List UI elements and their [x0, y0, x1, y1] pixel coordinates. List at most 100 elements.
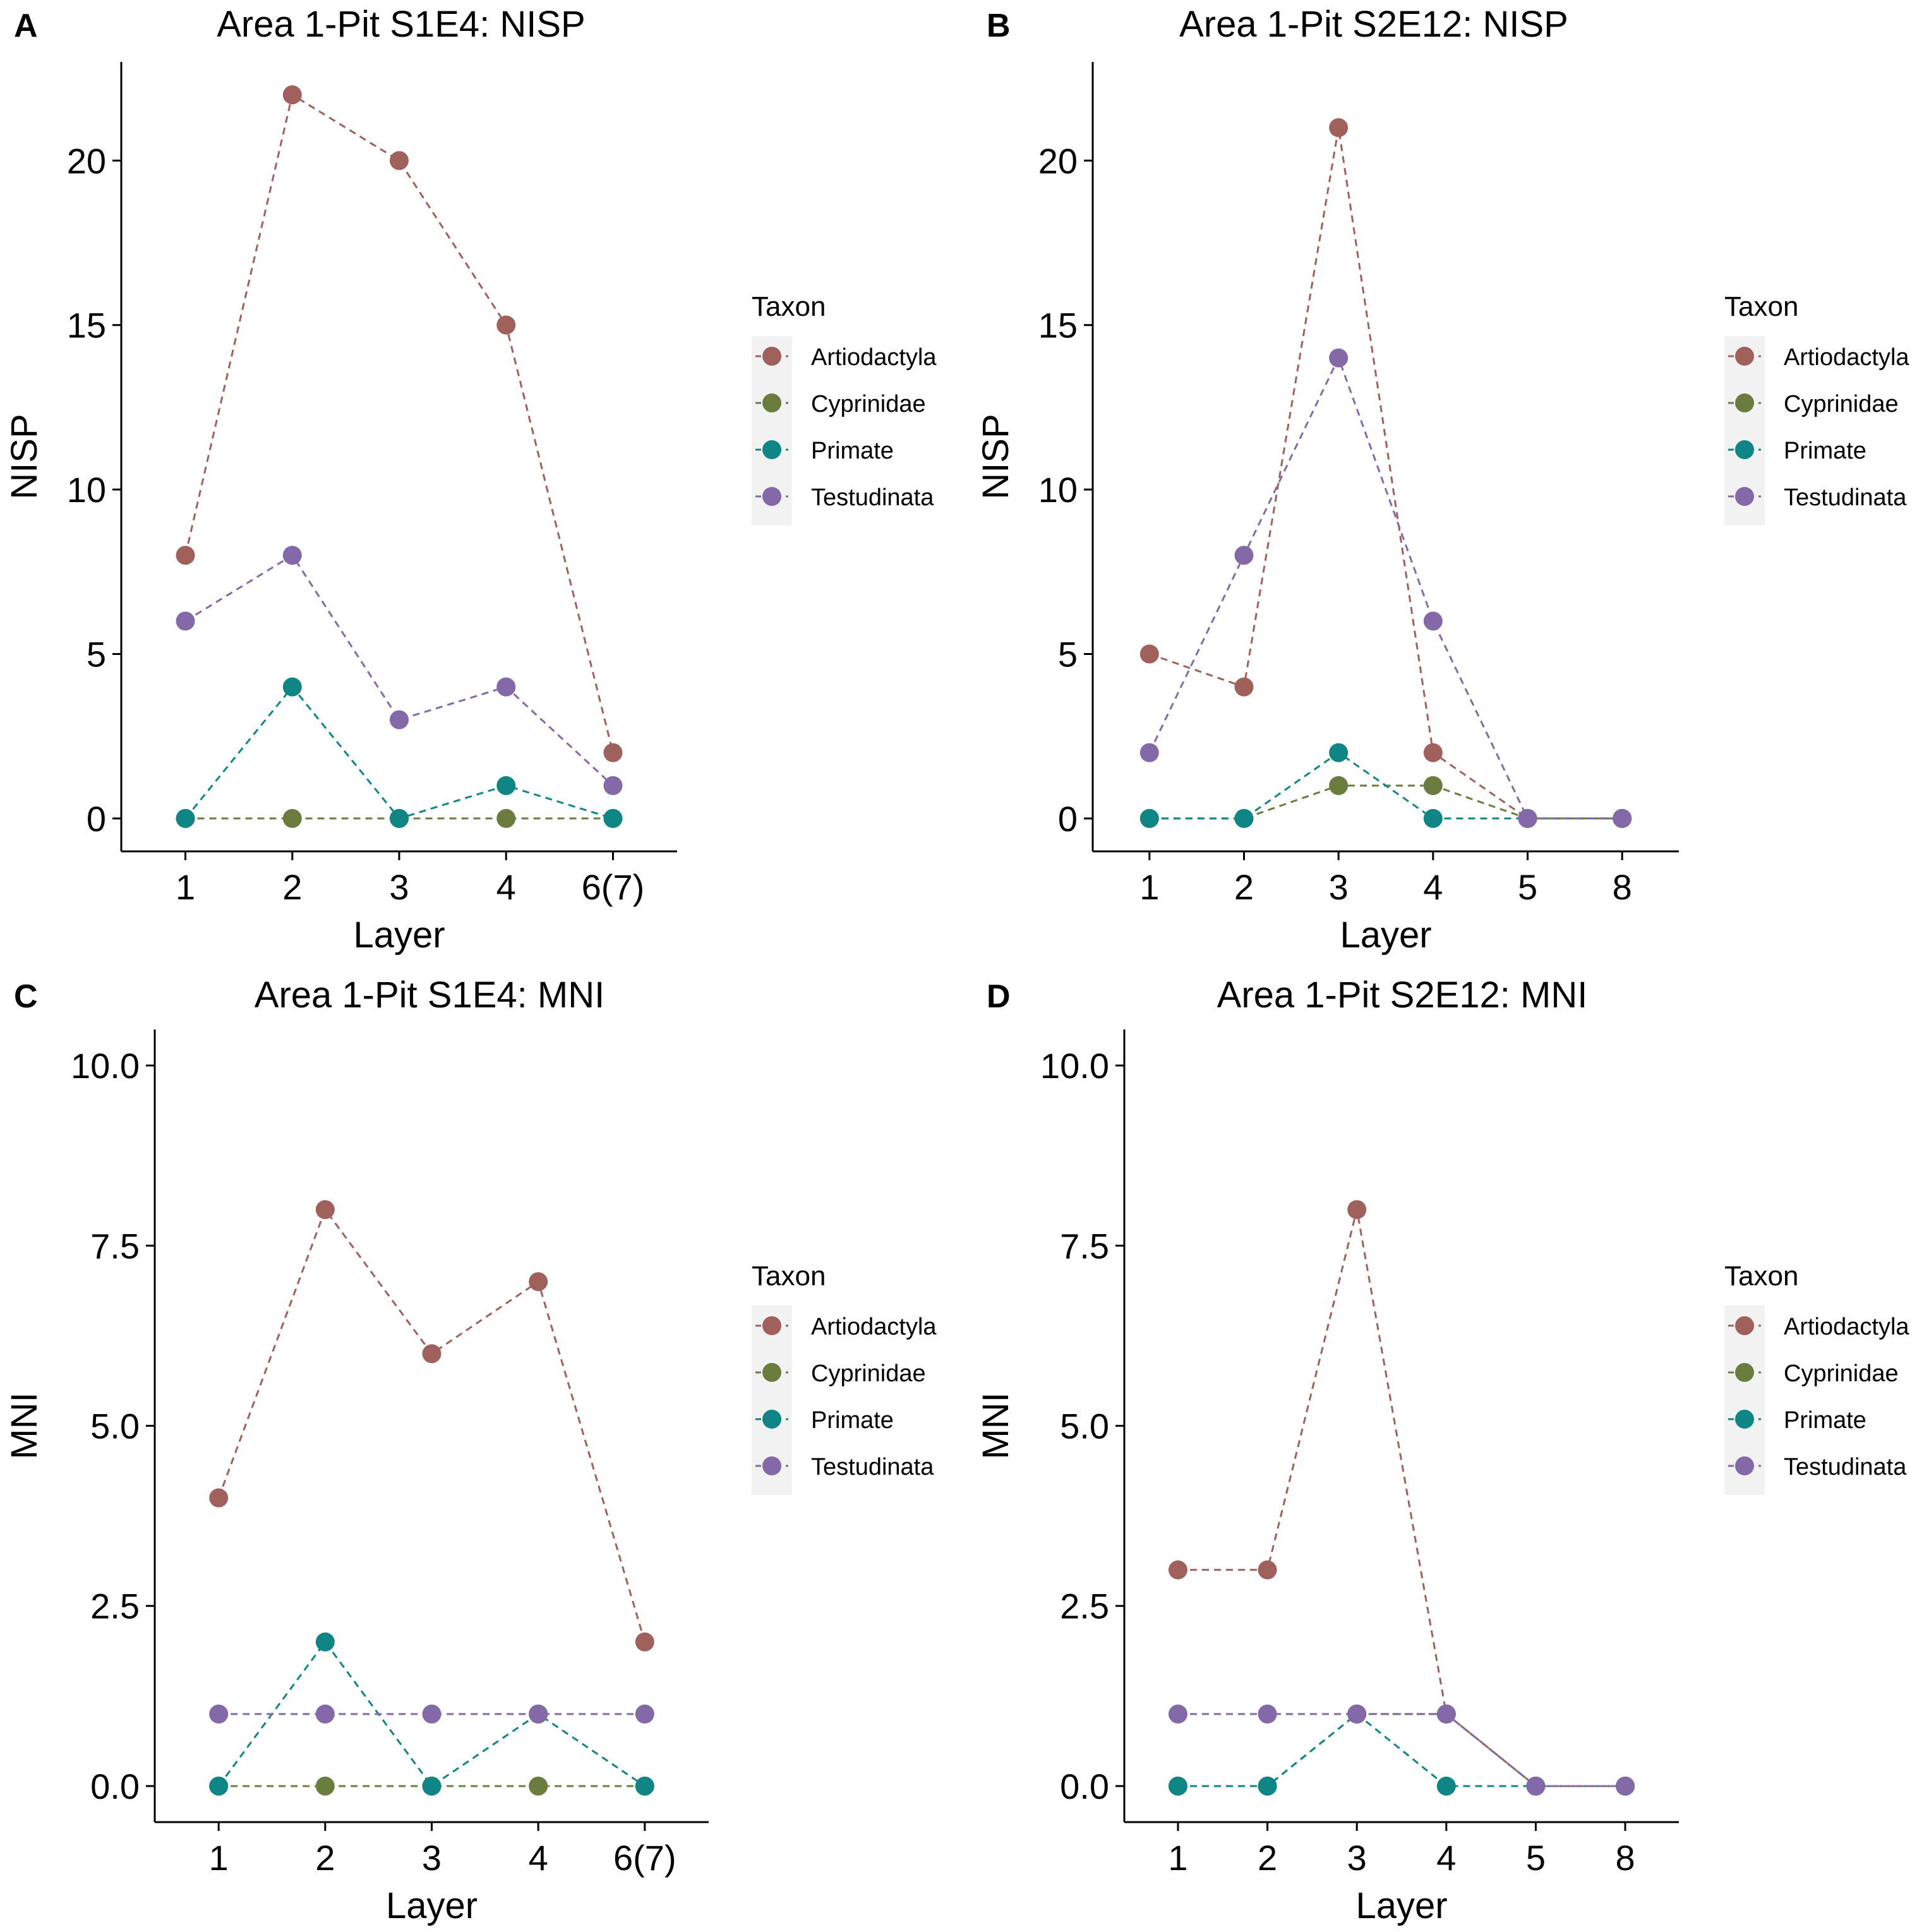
data-point-primate: [1168, 1776, 1187, 1796]
legend-entry-label: Cyprinidae: [811, 391, 926, 417]
legend-entry-label: Artiodactyla: [1784, 1314, 1909, 1340]
series-line-artiodactyla: [217, 1208, 646, 1643]
data-point-testudinata: [1329, 348, 1349, 368]
data-point-testudinata: [209, 1704, 229, 1724]
y-tick-label: 7.5: [90, 1226, 140, 1266]
x-tick-label: 1: [209, 1838, 229, 1878]
series-line-artiodactyla: [1177, 1209, 1626, 1787]
data-point-primate: [635, 1776, 654, 1796]
legend: Taxon Artiodactyla Cyprinidae Primate Testud…: [752, 1261, 937, 1495]
x-tick-label: 4: [1423, 867, 1443, 907]
chart-title: Area 1-Pit S1E4: NISP: [217, 4, 585, 45]
y-tick-label: 0.0: [1060, 1767, 1109, 1806]
panel-label: B: [987, 8, 1011, 44]
data-point-artiodactyla: [1139, 644, 1159, 664]
chart-title: Area 1-Pit S1E4: MNI: [255, 975, 604, 1016]
data-point-testudinata: [1258, 1704, 1277, 1724]
x-tick-label: 6(7): [582, 867, 645, 907]
legend: Taxon Artiodactyla Cyprinidae Primate Testud…: [1724, 291, 1909, 525]
y-tick-label: 10.0: [1040, 1046, 1109, 1086]
y-tick-label: 15: [1038, 306, 1078, 345]
data-point-primate: [1436, 1776, 1456, 1796]
series-line-testudinata: [1177, 1713, 1626, 1787]
x-tick-label: 2: [315, 1838, 335, 1878]
x-tick-label: 3: [1347, 1838, 1367, 1878]
data-point-testudinata: [1168, 1704, 1187, 1724]
data-point-testudinata: [1616, 1776, 1635, 1796]
x-axis-label: Layer: [1340, 915, 1431, 956]
legend: Taxon Artiodactyla Cyprinidae Primate Testud…: [1724, 1261, 1909, 1495]
legend-title: Taxon: [1724, 291, 1798, 322]
data-point-primate: [1423, 808, 1443, 828]
x-tick-label: 4: [496, 867, 516, 907]
data-point-primate: [176, 808, 195, 828]
series-line-testudinata: [184, 554, 614, 786]
data-point-primate: [603, 808, 623, 828]
y-tick-label: 5: [87, 635, 106, 675]
y-tick-label: 0: [1058, 799, 1078, 839]
legend-key-point: [762, 1363, 781, 1382]
data-point-primate: [209, 1776, 229, 1796]
x-tick-label: 8: [1615, 1838, 1635, 1878]
data-point-artiodactyla: [282, 85, 302, 105]
y-tick-label: 0: [87, 799, 106, 839]
legend-key-point: [762, 440, 781, 459]
chart-title: Area 1-Pit S2E12: MNI: [1217, 975, 1588, 1016]
data-point-cyprinidae: [1423, 776, 1443, 795]
x-tick-label: 4: [1436, 1838, 1456, 1878]
data-point-testudinata: [1423, 611, 1443, 631]
data-point-primate: [390, 808, 409, 828]
x-axis-label: Layer: [386, 1885, 478, 1926]
data-point-artiodactyla: [635, 1632, 654, 1652]
data-point-primate: [1258, 1776, 1277, 1796]
legend-key-point: [762, 1456, 781, 1475]
y-axis-label: NISP: [975, 414, 1016, 499]
data-point-testudinata: [390, 710, 409, 729]
y-tick-label: 7.5: [1060, 1226, 1109, 1266]
y-axis-label: NISP: [4, 414, 45, 499]
data-point-testudinata: [176, 611, 195, 631]
legend-key-point: [762, 347, 781, 366]
data-point-testudinata: [1347, 1704, 1367, 1724]
data-point-testudinata: [1436, 1704, 1456, 1724]
y-tick-label: 5.0: [90, 1407, 140, 1446]
x-tick-label: 3: [1329, 867, 1349, 907]
legend-key-point: [1735, 1410, 1754, 1429]
legend-title: Taxon: [752, 1261, 826, 1292]
data-point-artiodactyla: [315, 1200, 335, 1220]
legend-key-point: [1735, 440, 1754, 459]
chart-title: Area 1-Pit S2E12: NISP: [1179, 4, 1568, 45]
legend-entry-label: Testudinata: [811, 1454, 934, 1480]
panel-label: D: [987, 978, 1011, 1015]
y-tick-label: 5: [1058, 635, 1078, 675]
data-point-cyprinidae: [315, 1776, 335, 1796]
series-line-artiodactyla: [1149, 127, 1623, 820]
data-point-primate: [1139, 808, 1159, 828]
data-point-cyprinidae: [529, 1776, 548, 1796]
data-point-testudinata: [635, 1704, 654, 1724]
series-line-cyprinidae: [1149, 784, 1623, 820]
data-point-primate: [422, 1776, 442, 1796]
x-tick-label: 5: [1518, 867, 1537, 907]
legend-entry-label: Primate: [1784, 438, 1866, 464]
data-point-artiodactyla: [1234, 677, 1254, 697]
series-line-primate: [217, 1640, 646, 1788]
x-tick-label: 2: [1258, 1838, 1277, 1878]
legend-entry-label: Artiodactyla: [811, 344, 937, 371]
panel-c: C Area 1-Pit S1E4: MNI 0.0 2.5 5.0 7.5 10.0 1 2 3…: [4, 975, 937, 1926]
series-line-cyprinidae: [1177, 1713, 1626, 1787]
data-point-artiodactyla: [1168, 1560, 1187, 1580]
legend-entry-label: Testudinata: [811, 484, 934, 511]
x-axis-label: Layer: [1355, 1885, 1447, 1926]
y-tick-label: 20: [67, 141, 106, 181]
legend-key-point: [1735, 1363, 1754, 1382]
data-point-artiodactyla: [1423, 743, 1443, 762]
data-point-testudinata: [1613, 808, 1632, 828]
x-tick-label: 2: [282, 867, 302, 907]
panel-label: A: [14, 8, 38, 44]
legend-key-point: [762, 487, 781, 506]
y-tick-label: 10.0: [71, 1046, 140, 1086]
data-point-primate: [496, 776, 516, 795]
data-point-testudinata: [603, 776, 623, 795]
panel-b: B Area 1-Pit S2E12: NISP 0 5 10 15 20 1 2 3 4 5 8 Lay…: [975, 4, 1909, 956]
